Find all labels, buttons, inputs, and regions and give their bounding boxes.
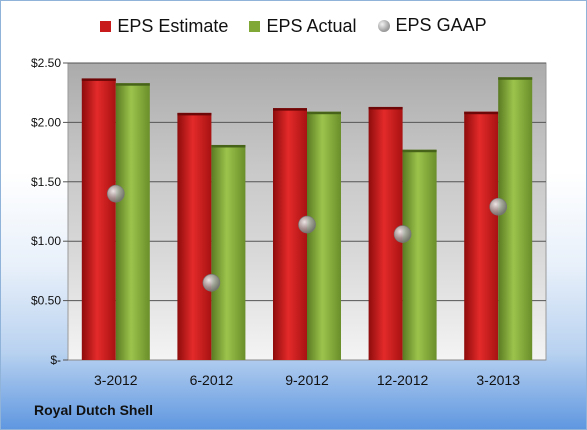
y-tick-label: $2.00 bbox=[31, 115, 61, 129]
legend-item-actual: EPS Actual bbox=[249, 15, 357, 37]
legend-label-actual: EPS Actual bbox=[266, 15, 357, 36]
legend-item-gaap: EPS GAAP bbox=[377, 15, 487, 36]
marker-eps-gaap bbox=[489, 197, 508, 216]
bar-eps-estimate bbox=[273, 108, 307, 360]
legend-label-estimate: EPS Estimate bbox=[117, 15, 229, 36]
bar-eps-actual bbox=[402, 149, 437, 360]
bar-eps-actual-cap bbox=[211, 144, 246, 148]
legend-swatch-actual bbox=[249, 20, 261, 32]
bar-eps-actual bbox=[211, 144, 246, 360]
bar-eps-estimate-cap bbox=[177, 112, 212, 116]
x-tick-label: 12-2012 bbox=[377, 372, 429, 388]
bar-eps-actual-cap bbox=[307, 111, 341, 115]
x-tick-label: 3-2013 bbox=[476, 372, 520, 388]
bar-eps-actual-cap bbox=[498, 77, 533, 80]
bar-eps-estimate bbox=[177, 112, 212, 360]
legend-item-estimate: EPS Estimate bbox=[100, 16, 228, 37]
bar-eps-estimate-cap bbox=[81, 78, 116, 81]
company-name: Royal Dutch Shell bbox=[34, 402, 154, 418]
y-tick-label: $- bbox=[50, 353, 61, 367]
bar-eps-actual bbox=[307, 111, 341, 360]
bar-eps-actual-cap bbox=[115, 83, 150, 86]
x-tick-label: 9-2012 bbox=[285, 372, 329, 388]
bar-eps-estimate-cap bbox=[464, 111, 499, 115]
y-tick-label: $2.50 bbox=[31, 56, 61, 70]
marker-eps-gaap bbox=[107, 184, 125, 203]
marker-eps-gaap bbox=[202, 273, 221, 292]
x-tick-label: 6-2012 bbox=[190, 372, 234, 388]
marker-eps-gaap bbox=[393, 225, 412, 243]
y-tick-label: $0.50 bbox=[31, 294, 61, 308]
y-tick-label: $1.50 bbox=[31, 175, 61, 189]
y-tick-label: $1.00 bbox=[31, 234, 61, 248]
legend-label-gaap: EPS GAAP bbox=[395, 15, 487, 35]
marker-eps-gaap bbox=[298, 215, 316, 234]
x-tick-label: 3-2012 bbox=[94, 372, 138, 388]
bar-eps-estimate bbox=[81, 78, 116, 360]
bar-eps-estimate-cap bbox=[368, 106, 403, 110]
legend: EPS Estimate EPS Actual EPS GAAP bbox=[1, 15, 586, 37]
legend-swatch-estimate bbox=[100, 20, 112, 32]
bar-eps-actual bbox=[115, 83, 150, 361]
legend-marker-gaap bbox=[377, 19, 390, 32]
bar-eps-estimate bbox=[464, 111, 499, 360]
bar-eps-actual-cap bbox=[402, 149, 437, 153]
bar-eps-actual bbox=[498, 77, 533, 361]
bar-eps-estimate-cap bbox=[273, 108, 307, 111]
